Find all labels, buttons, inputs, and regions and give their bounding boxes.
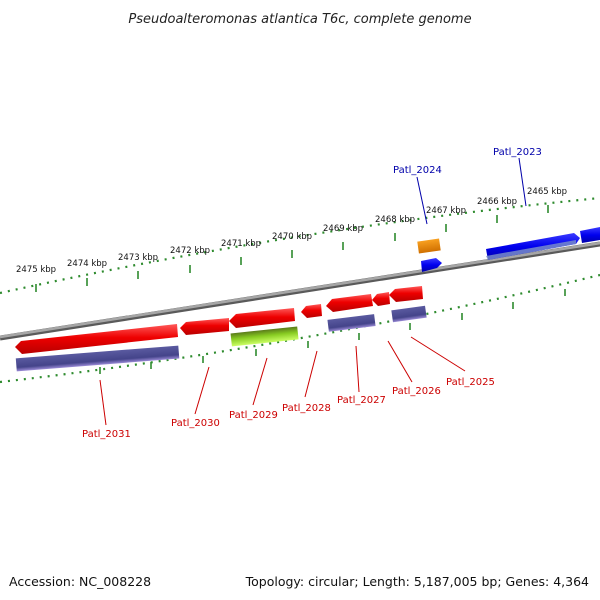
genome-summary-text: Topology: circular; Length: 5,187,005 bp… [245,574,589,589]
scale-label: 2467 kbp [426,206,466,216]
gene-patl-2024-arrow[interactable] [421,258,442,272]
gene-patl-2027-arrow[interactable] [326,294,373,312]
scale-label: 2472 kbp [170,246,210,256]
gene-label-patl-2030[interactable]: Patl_2030 [171,418,220,429]
leader-line-patl-2029 [252,357,268,406]
outer-major-ticks [35,205,549,292]
gene-patl-2030-arrow[interactable] [180,318,229,335]
inner-major-ticks [99,289,566,374]
gene-label-patl-2028[interactable]: Patl_2028 [282,403,331,414]
scale-label: 2466 kbp [477,197,517,207]
scale-label: 2465 kbp [527,187,567,197]
gene-patl-2026-arrow[interactable] [372,292,390,306]
leader-line-patl-2028 [304,350,318,398]
gene-patl-2029-arrow[interactable] [229,308,295,328]
gene-label-patl-2027[interactable]: Patl_2027 [337,395,386,406]
gene-patl-2023-arrow-edge [486,240,576,260]
gene-patl-2025-arrow[interactable] [389,286,423,302]
gene-patl-2028-arrow[interactable] [301,304,322,318]
scale-label: 2471 kbp [221,239,261,249]
inner-scale [0,273,600,384]
reverse-genes [15,286,427,372]
feature-orange-bar[interactable] [417,238,441,254]
gene-label-patl-2031[interactable]: Patl_2031 [82,429,131,440]
scale-label: 2470 kbp [272,232,312,242]
map-title: Pseudoalteromonas atlantica T6c, complet… [128,12,471,27]
feature-patl-2027-bar[interactable] [327,314,376,332]
feature-patl-2031-bar[interactable] [15,345,180,372]
scale-labels: 2475 kbp 2474 kbp 2473 kbp 2472 kbp 2471… [16,187,567,275]
leader-line-patl-2024 [416,176,428,225]
gene-label-patl-2023[interactable]: Patl_2023 [493,147,542,158]
gene-patl-2031-arrow[interactable] [15,324,178,354]
leader-line-patl-2030 [194,366,210,415]
feature-patl-2029-bar[interactable] [230,326,299,347]
outer-scale [0,196,600,295]
reverse-gene-labels: Patl_2031 Patl_2030 Patl_2029 Patl_2028 … [82,336,495,440]
forward-gene-labels: Patl_2024 Patl_2023 [393,147,542,225]
scale-label: 2475 kbp [16,265,56,275]
backbone-line [0,241,600,339]
scale-label: 2474 kbp [67,259,107,269]
gene-label-patl-2025[interactable]: Patl_2025 [446,377,495,388]
genome-backbone [0,241,600,341]
scale-label: 2468 kbp [375,215,415,225]
leader-line-patl-2031 [99,379,107,426]
gene-label-patl-2029[interactable]: Patl_2029 [229,410,278,421]
leader-line-patl-2023 [518,157,527,207]
forward-genes [417,227,600,272]
accession-text: Accession: NC_008228 [9,574,151,589]
leader-line-patl-2026 [387,340,413,383]
gene-next-arrow[interactable] [580,227,600,243]
feature-patl-2025-bar[interactable] [391,305,427,323]
gene-label-patl-2024[interactable]: Patl_2024 [393,165,442,176]
scale-label: 2469 kbp [323,224,363,234]
gene-label-patl-2026[interactable]: Patl_2026 [392,386,441,397]
outer-dotted-line [0,196,600,295]
leader-line-patl-2027 [355,345,360,393]
scale-label: 2473 kbp [118,253,158,263]
leader-line-patl-2025 [410,336,466,372]
